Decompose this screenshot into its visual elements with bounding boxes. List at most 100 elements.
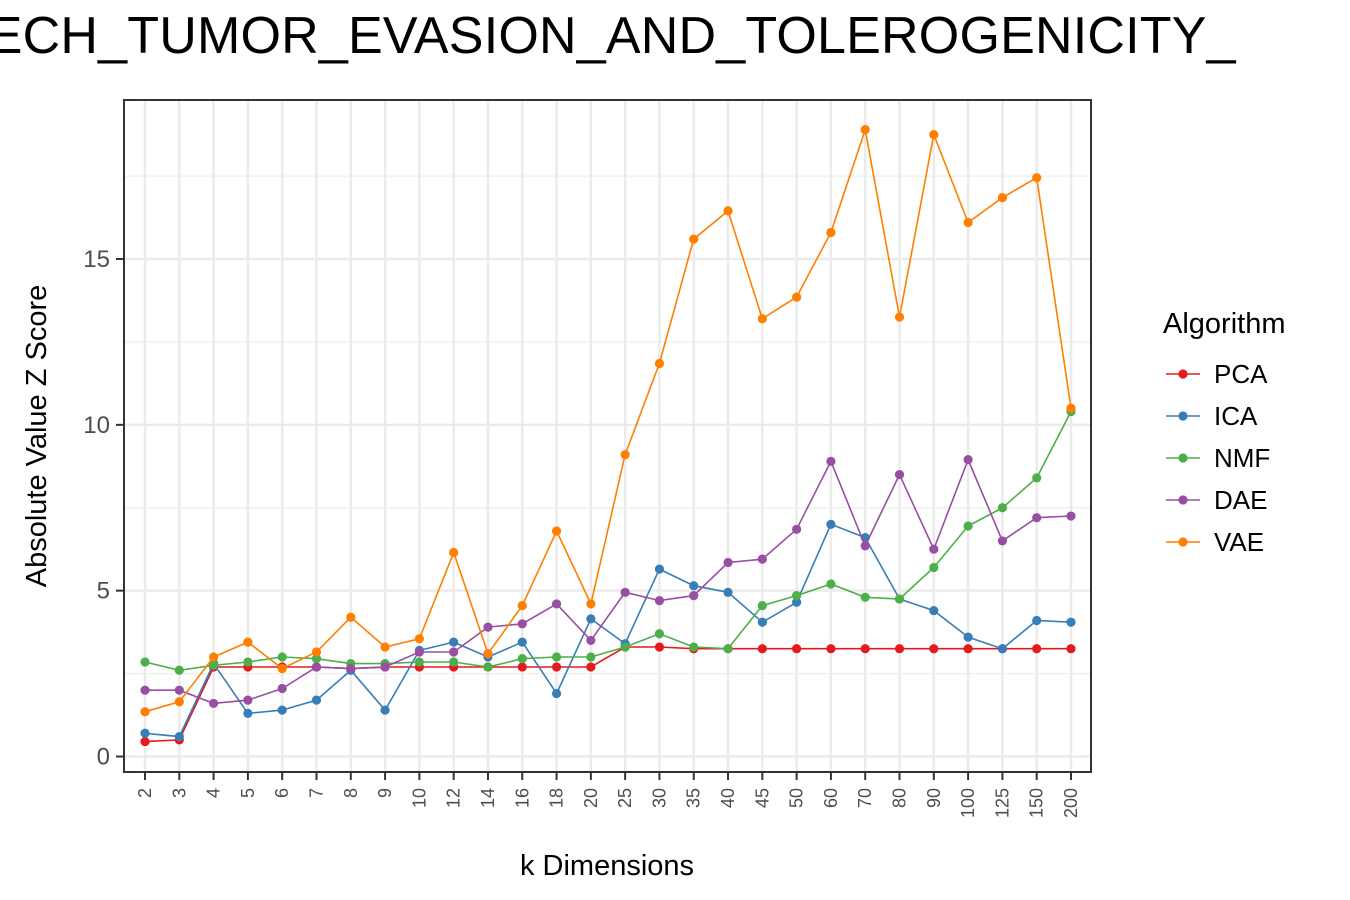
- series-line-nmf: [144, 411, 1072, 672]
- data-point-ica: [929, 605, 939, 616]
- x-tick-label: 18: [547, 788, 567, 808]
- data-point-vae: [929, 130, 939, 140]
- data-point-ica: [449, 637, 459, 647]
- x-tick-label: 100: [958, 788, 978, 818]
- data-point-nmf: [414, 657, 424, 667]
- data-point-dae: [860, 541, 870, 551]
- data-point-ica: [654, 564, 665, 574]
- data-point-pca: [792, 644, 802, 654]
- data-point-pca: [586, 662, 596, 672]
- x-tick-label: 50: [787, 788, 807, 808]
- legend-swatch-point-vae: [1178, 537, 1188, 547]
- data-point-dae: [517, 619, 527, 629]
- x-axis-title: k Dimensions: [520, 850, 694, 882]
- y-axis-title: Absolute Value Z Score: [21, 285, 53, 588]
- data-point-dae: [654, 596, 665, 606]
- data-point-nmf: [620, 642, 630, 652]
- data-point-dae: [723, 557, 733, 568]
- x-tick-label: 5: [238, 788, 258, 798]
- data-point-nmf: [894, 594, 905, 604]
- x-tick-label: 14: [478, 788, 498, 808]
- data-point-dae: [140, 685, 150, 695]
- x-tick-label: 60: [821, 788, 841, 808]
- x-tick-label: 80: [890, 788, 910, 808]
- series-line-ica: [144, 523, 1072, 738]
- data-point-ica: [1066, 617, 1076, 627]
- data-point-nmf: [689, 642, 699, 652]
- data-point-nmf: [997, 503, 1008, 513]
- data-point-nmf: [277, 652, 287, 662]
- data-point-nmf: [654, 629, 665, 639]
- data-point-dae: [346, 664, 356, 674]
- data-point-ica: [517, 637, 527, 647]
- x-tick-label: 3: [169, 788, 189, 798]
- data-point-dae: [826, 456, 836, 466]
- data-point-ica: [243, 708, 253, 718]
- data-point-pca: [1032, 644, 1042, 654]
- chart-title: HECH_TUMOR_EVASION_AND_TOLEROGENICITY_: [0, 7, 1236, 65]
- data-point-vae: [620, 450, 630, 460]
- data-point-vae: [311, 647, 322, 657]
- data-point-ica: [586, 614, 596, 624]
- data-point-pca: [894, 644, 905, 654]
- data-point-dae: [449, 647, 459, 657]
- data-point-vae: [414, 634, 424, 644]
- y-tick-label: 5: [97, 578, 110, 605]
- data-point-ica: [723, 587, 733, 597]
- data-point-vae: [380, 642, 390, 652]
- data-point-vae: [963, 217, 973, 228]
- series-line-vae: [144, 129, 1072, 713]
- x-tick-label: 125: [992, 788, 1012, 818]
- x-tick-label: 30: [649, 788, 669, 808]
- x-tick-label: 9: [375, 788, 395, 798]
- data-point-vae: [792, 292, 802, 302]
- data-point-vae: [174, 697, 184, 707]
- x-tick-label: 35: [684, 788, 704, 808]
- data-point-nmf: [311, 654, 322, 664]
- data-point-vae: [551, 526, 562, 536]
- legend-swatch-point-ica: [1178, 411, 1188, 421]
- x-tick-label: 12: [444, 788, 464, 808]
- data-point-pca: [517, 662, 527, 672]
- data-point-nmf: [449, 657, 459, 667]
- data-point-nmf: [860, 592, 870, 602]
- data-point-vae: [208, 652, 219, 662]
- legend-swatch-point-pca: [1178, 369, 1188, 379]
- data-point-ica: [689, 581, 699, 591]
- data-point-dae: [929, 544, 939, 554]
- data-point-vae: [689, 234, 699, 244]
- data-point-ica: [551, 688, 562, 699]
- data-point-nmf: [243, 657, 253, 667]
- data-point-dae: [894, 469, 905, 480]
- x-tick-label: 40: [718, 788, 738, 808]
- legend-label-pca: PCA: [1214, 359, 1268, 389]
- data-point-nmf: [208, 660, 219, 670]
- legend: Algorithm PCA ICA NMF DAE VAE: [1163, 308, 1286, 557]
- data-point-ica: [140, 728, 150, 738]
- data-point-dae: [414, 647, 424, 657]
- x-tick-label: 2: [135, 788, 155, 798]
- data-point-pca: [826, 644, 836, 654]
- data-point-dae: [1032, 513, 1042, 523]
- data-point-ica: [380, 705, 390, 715]
- legend-label-nmf: NMF: [1214, 443, 1270, 473]
- data-point-pca: [1066, 644, 1076, 654]
- data-point-vae: [346, 612, 356, 622]
- data-point-vae: [517, 600, 527, 611]
- data-point-ica: [963, 632, 973, 642]
- x-tick-label: 8: [341, 788, 361, 798]
- data-point-vae: [483, 649, 493, 659]
- y-tick-label: 0: [97, 744, 110, 771]
- data-point-vae: [449, 547, 459, 558]
- data-point-pca: [757, 644, 767, 654]
- data-point-nmf: [551, 652, 562, 662]
- data-point-pca: [551, 662, 562, 672]
- x-tick-label: 20: [581, 788, 601, 808]
- data-point-dae: [311, 662, 322, 672]
- y-tick-label: 10: [83, 412, 110, 439]
- data-point-nmf: [757, 600, 767, 611]
- data-point-nmf: [963, 521, 973, 531]
- legend-title: Algorithm: [1163, 308, 1286, 340]
- data-point-nmf: [517, 654, 527, 664]
